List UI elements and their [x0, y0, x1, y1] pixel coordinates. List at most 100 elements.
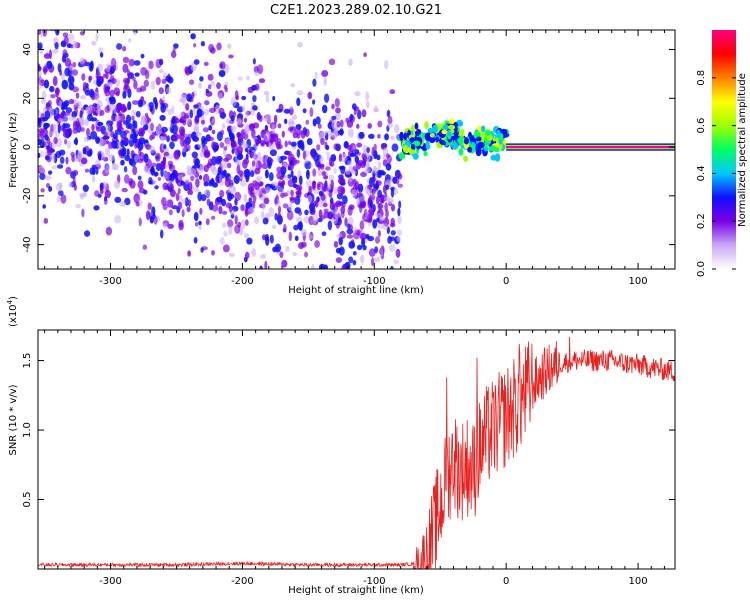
heatmap-cell: [159, 114, 166, 121]
heatmap-cell: [325, 144, 330, 151]
heatmap-cell: [59, 112, 65, 120]
heatmap-cell: [374, 257, 381, 263]
heatmap-cell: [248, 197, 252, 203]
heatmap-cell: [77, 100, 82, 109]
heatmap-cell: [193, 237, 198, 244]
heatmap-cell: [344, 217, 348, 227]
heatmap-cell: [329, 157, 333, 167]
heatmap-cell: [423, 151, 428, 157]
x-tick-label: -300: [99, 576, 122, 587]
heatmap-cell: [396, 229, 402, 237]
heatmap-cell: [65, 1, 70, 6]
heatmap-cell: [389, 265, 394, 269]
heatmap-cell: [259, 265, 263, 269]
heatmap-cell: [219, 141, 225, 149]
heatmap-cell: [348, 224, 353, 231]
heatmap-cell: [264, 260, 268, 269]
heatmap-cell: [155, 76, 161, 86]
heatmap-cell: [309, 202, 315, 211]
heatmap-cell: [153, 215, 158, 225]
heatmap-cell: [349, 113, 354, 122]
heatmap-cell: [128, 38, 132, 43]
heatmap-cell: [167, 76, 174, 84]
heatmap-cell: [402, 144, 409, 153]
heatmap-cell: [277, 212, 282, 220]
heatmap-cell: [208, 179, 215, 185]
heatmap-cell: [351, 189, 358, 199]
heatmap-cell: [198, 224, 202, 231]
heatmap-cell: [309, 107, 314, 117]
heatmap-cell: [354, 155, 359, 164]
heatmap-cell: [138, 147, 142, 157]
heatmap-cell: [129, 180, 136, 189]
heatmap-cell: [49, 49, 52, 60]
heatmap-cell: [224, 177, 232, 188]
heatmap-cell: [163, 144, 167, 150]
heatmap-cell: [154, 185, 159, 190]
heatmap-cell: [195, 178, 200, 188]
heatmap-cell: [80, 157, 88, 165]
heatmap-cell: [323, 175, 329, 180]
heatmap-cell: [216, 196, 223, 203]
heatmap-cell: [211, 250, 215, 256]
heatmap-cell: [243, 143, 249, 149]
heatmap-cell: [368, 133, 375, 139]
heatmap-cell: [297, 141, 302, 146]
heatmap-cell: [377, 169, 383, 179]
spectrogram-frame: [37, 29, 676, 270]
heatmap-cell: [296, 97, 301, 107]
heatmap-cell: [173, 150, 180, 160]
heatmap-cell: [269, 158, 274, 163]
heatmap-cell: [128, 158, 134, 166]
heatmap-cell: [458, 148, 464, 156]
heatmap-cell: [105, 163, 110, 174]
heatmap-cell: [304, 251, 308, 258]
heatmap-cell: [134, 72, 140, 77]
heatmap-cell: [314, 71, 318, 80]
heatmap-cell: [338, 236, 344, 246]
heatmap-cell: [114, 196, 122, 203]
heatmap-cell: [395, 177, 400, 185]
heatmap-cell: [335, 200, 342, 208]
heatmap-cell: [367, 123, 373, 129]
heatmap-cell: [171, 50, 177, 59]
heatmap-cell: [350, 170, 357, 175]
colorbar-tick-label: 0.8: [696, 70, 707, 86]
heatmap-cell: [425, 143, 431, 150]
heatmap-cell: [149, 167, 155, 174]
heatmap-cell: [67, 75, 75, 84]
heatmap-cell: [237, 76, 243, 81]
heatmap-cell: [377, 203, 384, 209]
heatmap-cell: [97, 63, 104, 72]
heatmap-cell: [348, 204, 355, 211]
heatmap-cell: [314, 189, 320, 195]
heatmap-cell: [416, 128, 422, 135]
heatmap-cell: [379, 215, 386, 222]
heatmap-cell: [254, 138, 262, 145]
heatmap-cell: [190, 33, 196, 40]
heatmap-cell: [61, 79, 69, 90]
heatmap-cell: [293, 224, 299, 231]
heatmap-cell: [127, 69, 131, 78]
heatmap-cell: [61, 101, 68, 110]
heatmap-cell: [279, 251, 284, 259]
heatmap-cell: [295, 184, 303, 191]
heatmap-cell: [46, 183, 50, 188]
heatmap-cell: [105, 124, 111, 132]
heatmap-cell: [99, 109, 105, 116]
heatmap-cell: [120, 131, 127, 139]
heatmap-cell: [271, 124, 276, 134]
heatmap-cell: [223, 146, 228, 151]
heatmap-cell: [133, 120, 138, 129]
heatmap-cell: [111, 114, 115, 122]
heatmap-cell: [209, 165, 217, 172]
heatmap-cell: [312, 118, 317, 127]
heatmap-cell: [105, 81, 113, 87]
heatmap-cell: [120, 140, 125, 148]
heatmap-cell: [277, 144, 283, 150]
heatmap-cell: [358, 131, 365, 139]
heatmap-cell: [369, 199, 373, 209]
heatmap-cell: [38, 30, 42, 36]
heatmap-cell: [340, 186, 346, 195]
